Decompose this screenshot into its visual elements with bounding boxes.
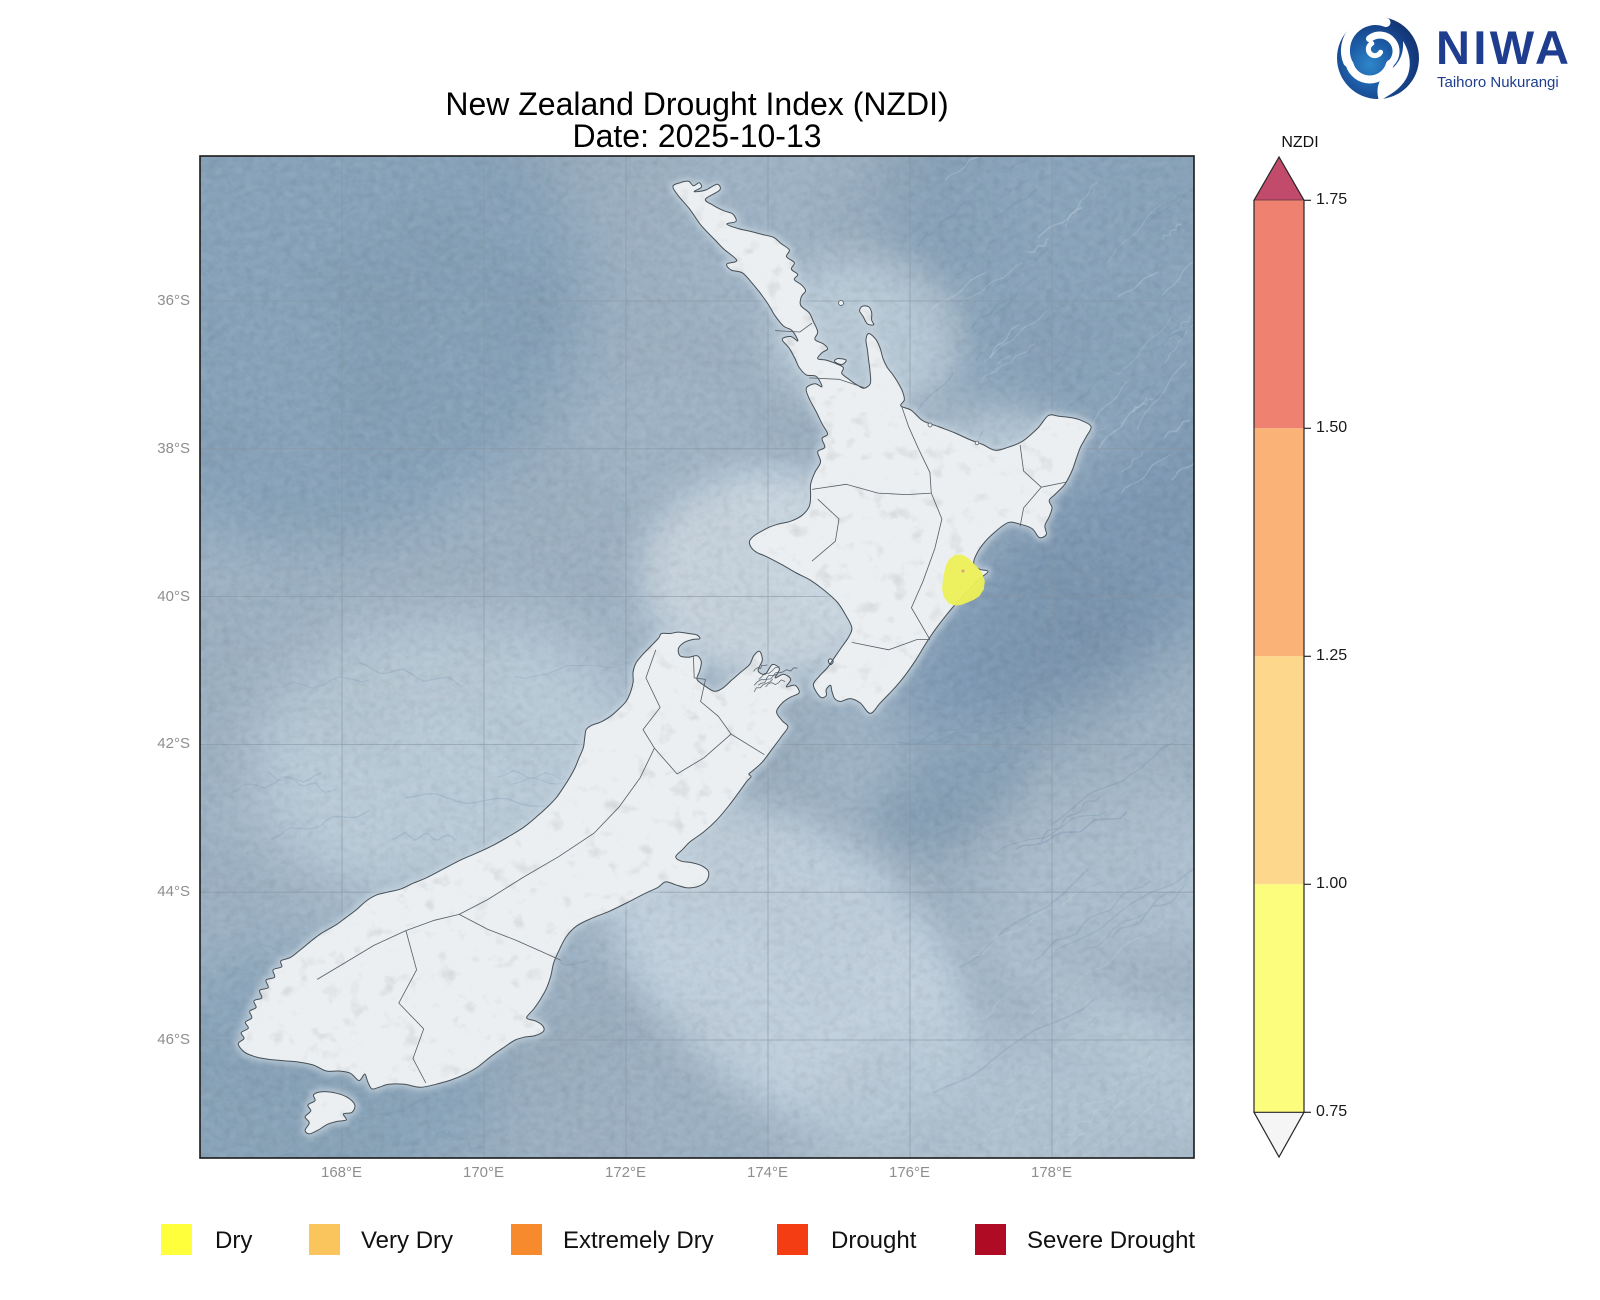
svg-text:NIWA: NIWA — [1436, 21, 1572, 74]
svg-text:Taihoro Nukurangi: Taihoro Nukurangi — [1437, 74, 1559, 91]
